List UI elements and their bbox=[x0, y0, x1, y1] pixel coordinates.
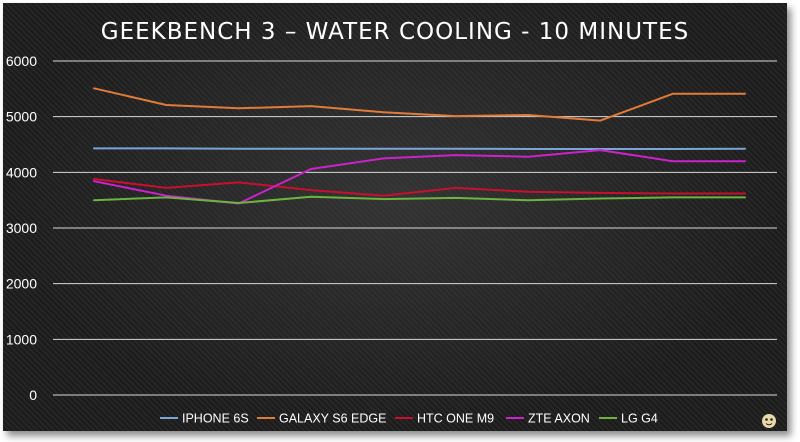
legend-item: LG G4 bbox=[599, 412, 658, 426]
y-tick-label: 4000 bbox=[6, 164, 37, 180]
series-line-4 bbox=[93, 195, 746, 204]
legend-label: IPHONE 6S bbox=[182, 412, 249, 426]
series-line-1 bbox=[93, 87, 746, 122]
chart-title: GEEKBENCH 3 – WATER COOLING - 10 MINUTES bbox=[101, 19, 689, 45]
chart-frame: GEEKBENCH 3 – WATER COOLING - 10 MINUTES… bbox=[3, 3, 787, 431]
y-tick-label: 5000 bbox=[6, 109, 37, 125]
y-tick-label: 3000 bbox=[6, 220, 37, 236]
legend-item: HTC ONE M9 bbox=[395, 412, 494, 426]
line-chart: GEEKBENCH 3 – WATER COOLING - 10 MINUTES… bbox=[6, 19, 777, 428]
y-tick-label: 0 bbox=[29, 387, 37, 403]
legend-label: HTC ONE M9 bbox=[417, 412, 494, 426]
series-line-3 bbox=[93, 149, 746, 205]
series-line-0 bbox=[93, 147, 746, 150]
series-lines bbox=[93, 87, 746, 205]
legend: IPHONE 6S GALAXY S6 EDGE HTC ONE M9 ZTE AXO… bbox=[160, 412, 658, 426]
series-line-2 bbox=[93, 178, 746, 197]
mascot-logo-icon bbox=[762, 414, 776, 428]
legend-item: ZTE AXON bbox=[506, 412, 590, 426]
y-tick-label: 2000 bbox=[6, 276, 37, 292]
gridlines bbox=[53, 60, 777, 396]
legend-label: ZTE AXON bbox=[528, 412, 590, 426]
y-tick-label: 1000 bbox=[6, 331, 37, 347]
legend-item: IPHONE 6S bbox=[160, 412, 249, 426]
y-tick-label: 6000 bbox=[6, 53, 37, 69]
legend-label: GALAXY S6 EDGE bbox=[279, 412, 386, 426]
legend-label: LG G4 bbox=[621, 412, 658, 426]
y-axis-ticks: 0 1000 2000 3000 4000 5000 6000 bbox=[6, 53, 37, 403]
legend-item: GALAXY S6 EDGE bbox=[257, 412, 386, 426]
